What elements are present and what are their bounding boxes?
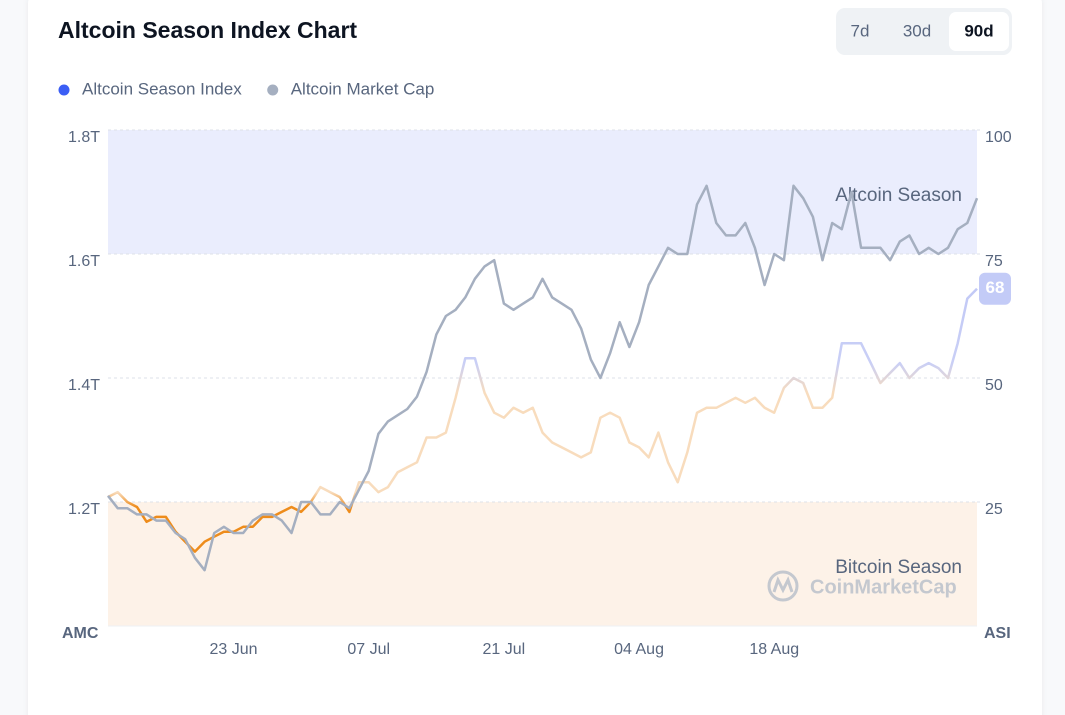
y2-tick-label: 25 xyxy=(985,501,1003,518)
range-button[interactable]: 7d xyxy=(851,21,870,40)
x-tick-label: 23 Jun xyxy=(209,641,257,658)
legend-label: Altcoin Market Cap xyxy=(291,79,435,98)
y2-tick-label: 100 xyxy=(985,129,1012,146)
y-tick-label: 1.2T xyxy=(68,501,100,518)
band-label: Altcoin Season xyxy=(835,185,962,206)
x-tick-label: 21 Jul xyxy=(483,641,526,658)
chart-title: Altcoin Season Index Chart xyxy=(58,17,357,43)
y-tick-label: 1.8T xyxy=(68,129,100,146)
y2-axis-label: ASI xyxy=(984,625,1011,642)
range-button[interactable]: 30d xyxy=(903,21,931,40)
y2-tick-label: 75 xyxy=(985,253,1003,270)
series-line xyxy=(107,184,979,572)
legend-dot xyxy=(58,84,70,96)
season-band xyxy=(108,502,977,626)
value-badge xyxy=(979,272,1011,305)
x-tick-label: 18 Aug xyxy=(749,641,799,658)
band-label: Bitcoin Season xyxy=(835,557,962,578)
season-band xyxy=(108,130,977,254)
x-tick-label: 07 Jul xyxy=(347,641,390,658)
y-tick-label: 1.6T xyxy=(68,253,100,270)
watermark: CoinMarketCap xyxy=(810,576,957,598)
range-button[interactable]: 90d xyxy=(964,21,993,40)
y-tick-label: 1.4T xyxy=(68,377,100,394)
legend-dot xyxy=(267,84,279,96)
legend-label: Altcoin Season Index xyxy=(82,79,242,98)
watermark-logo xyxy=(767,570,799,602)
value-label: 68 xyxy=(986,278,1005,297)
y2-tick-label: 50 xyxy=(985,377,1003,394)
series-line xyxy=(107,287,978,553)
y-axis-label: AMC xyxy=(62,625,99,642)
x-tick-label: 04 Aug xyxy=(614,641,664,658)
range-button-active[interactable] xyxy=(949,12,1009,51)
